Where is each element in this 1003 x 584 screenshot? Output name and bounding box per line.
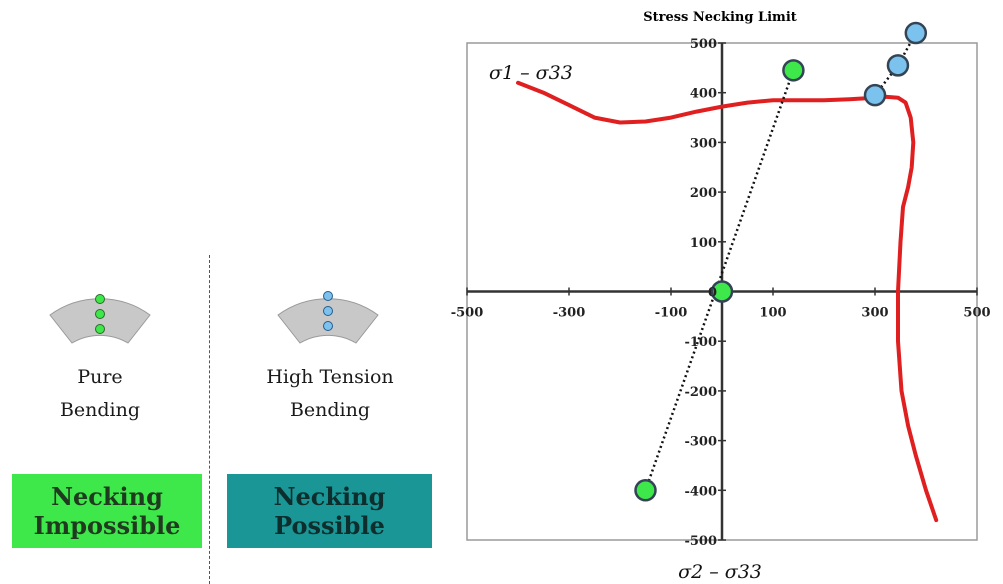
x-tick-label: -500 (451, 306, 484, 321)
y-tick-label: -400 (684, 484, 717, 499)
y-tick-label: -300 (684, 435, 717, 450)
tension-bending-sketch (277, 291, 379, 344)
fiber-dot-bottom (323, 321, 333, 331)
stress-path-line (644, 69, 795, 491)
panel-divider (209, 255, 210, 584)
bend-section-shape (277, 298, 379, 344)
y-tick-label: 0 (708, 286, 717, 301)
stress-state-point (634, 479, 657, 502)
x-tick-label: -300 (553, 306, 586, 321)
stress-state-point (886, 54, 910, 77)
fiber-dot-mid (95, 309, 105, 319)
y-tick-label: -500 (684, 534, 717, 549)
y-tick-label: 300 (690, 136, 717, 151)
bend-section-shape (49, 298, 151, 344)
stress-state-point (904, 21, 928, 45)
box-line1: Necking (51, 482, 163, 511)
y-tick-label: -100 (684, 335, 717, 350)
fiber-dot-bottom (95, 324, 105, 334)
y-tick-label: 200 (690, 186, 717, 201)
pure-label-line2: Bending (59, 399, 141, 421)
tension-label-line2: Bending (289, 399, 371, 421)
tension-label: High Tension Bending (255, 366, 405, 421)
pure-label: Pure Bending (40, 366, 160, 421)
y-tick-label: 500 (690, 37, 717, 52)
pure-bending-sketch (49, 294, 151, 344)
x-tick-label: 500 (963, 306, 990, 321)
chart-title: Stress Necking Limit (643, 10, 797, 25)
necking-possible-box: Necking Possible (227, 474, 432, 548)
box-line2: Possible (274, 511, 385, 540)
y-tick-label: -200 (684, 385, 717, 400)
x-tick-label: -100 (655, 306, 688, 321)
box-line1: Necking (273, 482, 386, 511)
fiber-dot-mid (323, 306, 333, 316)
tension-label-line1: High Tension (266, 366, 394, 388)
necking-impossible-box: Necking Impossible (12, 474, 202, 548)
x-axis-label: σ2 – σ33 (678, 561, 762, 583)
y-axis-label: σ1 – σ33 (489, 62, 573, 84)
y-tick-label: 100 (690, 236, 717, 251)
fiber-dot-top (323, 291, 333, 301)
box-line2: Impossible (33, 511, 181, 540)
pure-label-line1: Pure (77, 366, 123, 388)
x-tick-label: 300 (861, 306, 888, 321)
y-tick-label: 400 (690, 87, 717, 102)
stress-state-point (863, 83, 887, 107)
fiber-dot-top (95, 294, 105, 304)
stress-state-point (782, 59, 805, 82)
x-tick-label: 100 (759, 306, 786, 321)
stress-state-point (710, 280, 734, 303)
